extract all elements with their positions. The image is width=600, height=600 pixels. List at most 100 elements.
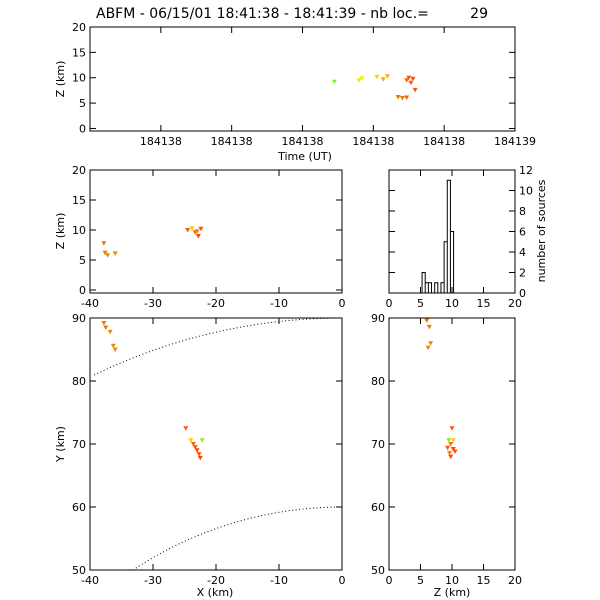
time-z-xtick-label: 184138 [352,135,394,148]
x-y-xtick-label: 0 [339,574,346,587]
time-z-ylabel: Z (km) [54,61,67,98]
time-z-source-point [406,75,412,81]
x-z-ytick-label: 20 [72,164,86,177]
x-y-xlabel: X (km) [197,586,234,599]
x-y-xtick-label: -20 [207,574,225,587]
x-y-panel-frame [89,317,343,571]
histogram-ylabel: number of sources [535,179,548,282]
time-z-xtick-label: 184138 [423,135,465,148]
x-y-source-point [190,442,196,447]
z-y-source-point [448,442,454,447]
x-z-source-point [195,234,201,239]
time-z-source-point [395,95,401,100]
z-y-xlabel: Z (km) [434,586,471,599]
histogram-bar [450,232,453,294]
time-z-source-point [404,95,410,101]
x-z-panel-frame [89,169,343,294]
x-z-source-point [101,241,107,246]
histogram-ytick-label: 0 [519,287,526,300]
x-z-xtick-label: -20 [207,297,225,310]
histogram-ytick-label: 12 [519,164,533,177]
x-y-ytick-label: 80 [72,375,86,388]
x-y-ytick-label: 90 [72,312,86,325]
x-z-ytick-label: 0 [79,284,86,297]
time-z-xtick-label: 184139 [494,135,536,148]
x-y-source-point [112,347,118,352]
time-z-source-point [356,78,362,83]
source-count: 29 [470,6,488,22]
z-y-source-point [445,445,451,451]
x-z-ytick-label: 10 [72,224,86,237]
histogram-ytick-label: 10 [519,185,533,198]
time-z-source-point [359,76,365,81]
histogram-ytick-label: 2 [519,267,526,280]
z-y-xtick-label: 10 [445,574,459,587]
time-z-xtick-label: 184138 [140,135,182,148]
x-z-xtick-label: -40 [81,297,99,310]
z-y-source-point [450,438,456,443]
histogram-xtick-label: 0 [386,297,393,310]
histogram-ytick-label: 4 [519,246,526,259]
x-z-xtick-label: -10 [270,297,288,310]
z-y-xtick-label: 20 [508,574,522,587]
time-z-panel-frame [89,26,516,132]
z-y-ytick-label: 60 [371,501,385,514]
time-z-source-point [410,76,416,82]
x-y-source-point [183,426,189,431]
x-z-ytick-label: 5 [79,254,86,267]
z-y-source-point [450,447,456,452]
time-z-xtick-label: 184138 [211,135,253,148]
z-y-source-point [424,318,430,324]
z-y-source-point [446,438,452,443]
time-z-ytick-label: 15 [72,46,86,59]
time-z-xlabel: Time (UT) [277,150,332,163]
histogram-bar [435,283,438,293]
x-y-source-point [103,325,109,330]
x-y-xtick-label: -40 [81,574,99,587]
x-z-ytick-label: 15 [72,194,86,207]
histogram-bar [447,180,450,293]
time-z-source-point [380,77,386,82]
histogram-xtick-label: 5 [417,297,424,310]
histogram-xtick-label: 20 [508,297,522,310]
z-y-source-point [425,345,431,351]
x-z-xtick-label: 0 [339,297,346,310]
z-y-xtick-label: 15 [477,574,491,587]
z-y-source-point [428,341,434,346]
z-y-ytick-label: 50 [371,564,385,577]
histogram-bar [425,283,428,293]
time-z-source-point [331,79,337,85]
time-z-source-point [385,74,390,79]
range-circle-outer [93,317,343,376]
time-z-source-point [412,87,418,93]
z-y-ytick-label: 90 [371,312,385,325]
x-y-source-point [199,438,205,443]
x-y-source-point [110,343,116,349]
z-y-source-point [448,454,454,460]
histogram-xtick-label: 15 [477,297,491,310]
x-z-ylabel: Z (km) [54,213,67,250]
histogram-bar [444,242,447,293]
x-y-ylabel: Y (km) [54,426,67,463]
time-z-ytick-label: 10 [72,72,86,85]
x-y-source-point [194,448,200,453]
x-y-ytick-label: 70 [72,438,86,451]
histogram-ytick-label: 8 [519,205,526,218]
x-y-source-point [192,445,198,450]
histogram-bar [422,273,425,294]
x-y-source-point [107,329,113,335]
time-z-source-point [404,78,410,83]
histogram-bar [428,283,431,293]
x-z-source-point [102,250,108,256]
z-y-ytick-label: 70 [371,438,385,451]
x-y-source-point [196,452,202,457]
time-z-source-point [399,96,405,101]
x-z-source-point [194,229,200,234]
z-y-source-point [426,324,432,330]
time-z-source-point [408,80,414,86]
x-y-source-point [101,321,107,326]
x-z-source-point [189,226,195,231]
z-y-source-point [446,450,452,456]
x-z-source-point [185,228,191,233]
time-z-xtick-label: 184138 [282,135,324,148]
